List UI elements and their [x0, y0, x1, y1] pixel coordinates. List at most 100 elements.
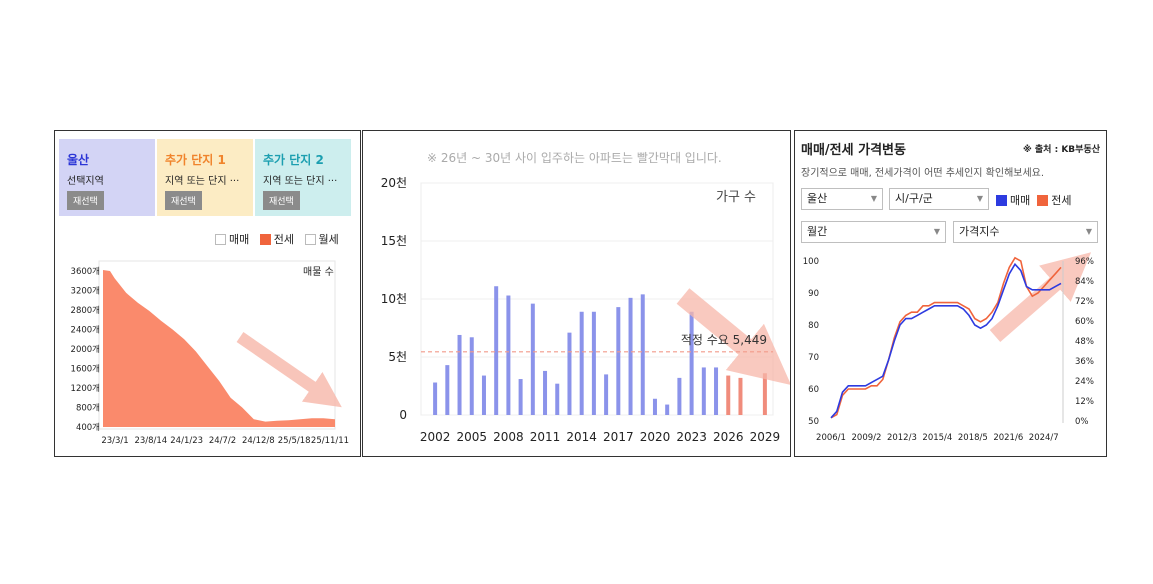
- listing-legend: 매매 전세 월세: [215, 231, 339, 247]
- reselect-button[interactable]: 재선택: [263, 191, 300, 210]
- y-tick-label: 50: [808, 417, 819, 427]
- jeonse-listings-area: [103, 270, 335, 427]
- legend-label: 매매: [1010, 194, 1031, 207]
- chevron-down-icon: ▼: [933, 227, 940, 236]
- legend-swatch: [1037, 195, 1049, 206]
- reselect-button[interactable]: 재선택: [67, 191, 104, 210]
- district-select[interactable]: 시/구/군 ▼: [889, 188, 989, 210]
- y-tick-label: 3200개: [71, 286, 100, 297]
- y-right-tick-label: 96%: [1075, 257, 1094, 267]
- legend-item-sale[interactable]: 매매: [996, 194, 1030, 207]
- annotation-listings: 매물 수: [303, 266, 334, 278]
- trend-arrow: [989, 252, 1092, 343]
- bar-2026: [726, 375, 731, 415]
- x-tick-label: 2008: [493, 430, 524, 444]
- sale-index-line: [830, 262, 1062, 419]
- legend-item-jeonse[interactable]: 전세: [259, 233, 294, 246]
- bar-2027: [738, 377, 743, 415]
- x-tick-label: 2002: [420, 430, 451, 444]
- listings-area-chart: 3600개 3200개 2800개 2400개 2000개 1600개 1200개 800개 4…: [71, 260, 349, 446]
- bar-2006: [481, 375, 486, 415]
- legend-item-monthly-rent[interactable]: 월세: [304, 233, 339, 246]
- y-tick-label: 1600개: [71, 364, 100, 375]
- x-tick-label: 2011: [530, 430, 561, 444]
- chevron-down-icon: ▼: [870, 194, 877, 203]
- bar-2023: [689, 311, 694, 415]
- y-tick-label: 800개: [76, 403, 100, 414]
- annotation-households: 가구 수: [716, 190, 756, 205]
- y-tick-label: 3600개: [71, 266, 100, 277]
- extra-complex-2-subtitle: 지역 또는 단지 ···: [263, 176, 338, 187]
- plot-frame: [98, 260, 336, 430]
- y-right-tick-label: 0%: [1075, 417, 1089, 427]
- index-select[interactable]: 가격지수 ▼: [953, 221, 1098, 243]
- y-tick-label: 5천: [388, 349, 407, 364]
- supply-note: ※ 26년 ~ 30년 사이 입주하는 아파트는 빨간막대 입니다.: [427, 151, 722, 165]
- bar-2014: [579, 311, 584, 415]
- x-tick-label: 2017: [603, 430, 634, 444]
- bar-2018: [628, 297, 633, 415]
- region-cell[interactable]: 울산 선택지역 재선택: [59, 139, 155, 216]
- x-tick-label: 2012/3: [887, 433, 917, 443]
- panel-description: 장기적으로 매매, 전세가격이 어떤 추세인지 확인해보세요.: [801, 168, 1045, 179]
- bar-2015: [591, 311, 596, 415]
- region-cell-title: 울산: [67, 153, 90, 167]
- x-tick-label: 23/3/1: [101, 436, 128, 446]
- bar-2022: [677, 377, 682, 415]
- extra-complex-2-cell[interactable]: 추가 단지 2 지역 또는 단지 ··· 재선택: [255, 139, 351, 216]
- jeonse-index-line: [830, 256, 1062, 419]
- legend-swatch: [259, 234, 271, 245]
- bar-2009: [518, 379, 523, 415]
- adequate-demand-label: 적정 수요 5,449: [681, 333, 767, 347]
- legend-label: 전세: [1051, 194, 1072, 207]
- extra-complex-1-subtitle: 지역 또는 단지 ···: [165, 176, 240, 187]
- bar-2005: [469, 337, 474, 415]
- y-tick-label: 0: [399, 408, 407, 422]
- y-tick-label: 1200개: [71, 383, 100, 394]
- period-select-value: 월간: [807, 225, 828, 238]
- legend-item-jeonse[interactable]: 전세: [1037, 194, 1072, 207]
- index-select-value: 가격지수: [959, 225, 1000, 238]
- bar-2007: [494, 286, 499, 415]
- y-tick-label: 20천: [381, 175, 407, 190]
- y-tick-label: 2800개: [71, 305, 100, 316]
- x-tick-label: 24/1/23: [170, 436, 203, 446]
- bar-2012: [555, 383, 560, 415]
- reselect-button[interactable]: 재선택: [165, 191, 202, 210]
- trend-arrow: [676, 288, 790, 386]
- bar-2019: [640, 294, 645, 415]
- region-select[interactable]: 울산 ▼: [801, 188, 883, 210]
- supply-panel: ※ 26년 ~ 30년 사이 입주하는 아파트는 빨간막대 입니다. 20천 15…: [362, 130, 791, 457]
- extra-complex-2-title: 추가 단지 2: [263, 153, 324, 167]
- y-right-tick-label: 12%: [1075, 397, 1094, 407]
- extra-complex-1-cell[interactable]: 추가 단지 1 지역 또는 단지 ··· 재선택: [157, 139, 253, 216]
- y-right-tick-label: 84%: [1075, 277, 1094, 287]
- y-right-tick-label: 36%: [1075, 357, 1094, 367]
- y-tick-label: 70: [808, 353, 819, 363]
- legend-item-sale[interactable]: 매매: [215, 233, 249, 246]
- y-tick-label: 80: [808, 321, 819, 331]
- bar-2020: [652, 398, 657, 415]
- y-tick-label: 2400개: [71, 325, 100, 336]
- bar-2011: [543, 370, 548, 415]
- y-tick-label: 2000개: [71, 344, 100, 355]
- bar-2029: [762, 373, 767, 415]
- x-tick-label: 25/5/18: [278, 436, 311, 446]
- period-select[interactable]: 월간 ▼: [801, 221, 946, 243]
- y-tick-label: 10천: [381, 291, 407, 306]
- bar-2013: [567, 332, 572, 415]
- listings-panel: 울산 선택지역 재선택 추가 단지 1 지역 또는 단지 ··· 재선택 추가 …: [54, 130, 361, 457]
- bar-2002: [433, 382, 438, 415]
- trend-arrow: [236, 332, 342, 408]
- chevron-down-icon: ▼: [976, 194, 983, 203]
- y-right-tick-label: 24%: [1075, 377, 1094, 387]
- y-right-tick-label: 60%: [1075, 317, 1094, 327]
- legend-swatch: [215, 234, 226, 245]
- price-legend: 매매 전세: [996, 192, 1072, 208]
- source-note: ※ 출처 : KB부동산: [1023, 145, 1100, 155]
- y-tick-label: 15천: [381, 233, 407, 248]
- supply-bar-chart: 20천 15천 10천 5천 0 2002 2005 2008 2011 2014 2017 202…: [381, 175, 790, 444]
- legend-label: 매매: [229, 233, 250, 246]
- x-tick-label: 2020: [640, 430, 671, 444]
- y-tick-label: 90: [808, 289, 819, 299]
